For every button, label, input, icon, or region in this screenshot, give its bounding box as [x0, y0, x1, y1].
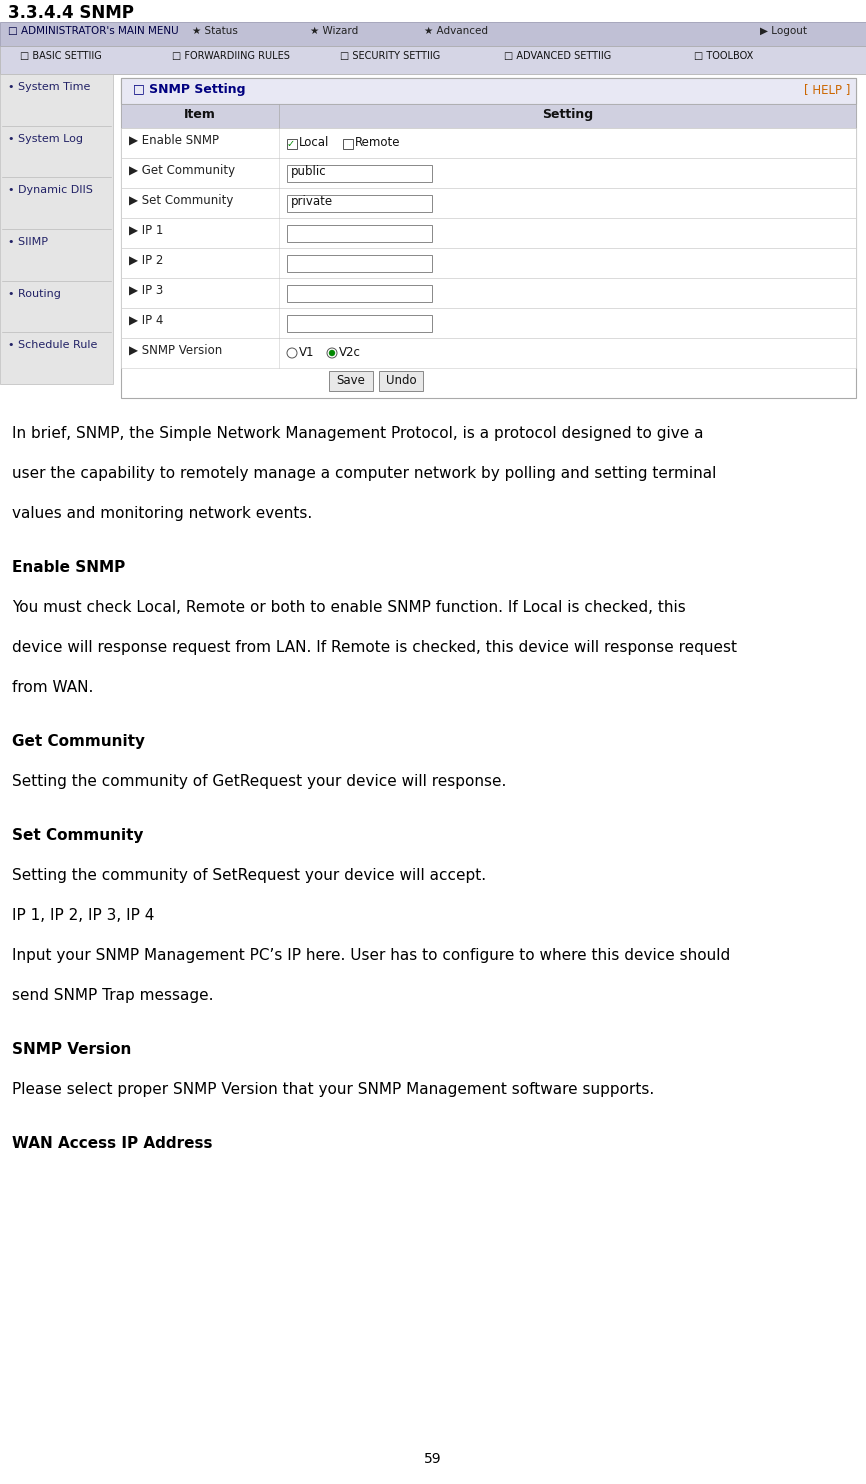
Text: V1: V1 [299, 346, 314, 359]
Text: user the capability to remotely manage a computer network by polling and setting: user the capability to remotely manage a… [12, 466, 716, 481]
Text: ▶ IP 3: ▶ IP 3 [129, 283, 164, 297]
Bar [121, 218, 856, 248]
Text: WAN Access IP Address: WAN Access IP Address [12, 1135, 212, 1152]
Text: SNMP Version: SNMP Version [12, 1042, 132, 1057]
Text: ▶ IP 1: ▶ IP 1 [129, 224, 164, 237]
Bar [287, 254, 432, 272]
Bar [121, 338, 856, 368]
Bar [287, 165, 432, 181]
Text: Input your SNMP Management PC’s IP here. User has to configure to where this dev: Input your SNMP Management PC’s IP here.… [12, 948, 730, 963]
Text: □ SECURITY SETTIIG: □ SECURITY SETTIIG [340, 50, 440, 61]
Text: Enable SNMP: Enable SNMP [12, 559, 126, 574]
Text: [ HELP ]: [ HELP ] [804, 83, 850, 96]
Text: private: private [291, 196, 333, 208]
Text: public: public [291, 166, 326, 178]
Text: ▶ Get Community: ▶ Get Community [129, 165, 236, 177]
Text: IP 1, IP 2, IP 3, IP 4: IP 1, IP 2, IP 3, IP 4 [12, 908, 154, 923]
Text: Setting: Setting [542, 108, 593, 122]
Text: Get Community: Get Community [12, 735, 145, 749]
Text: ★ Status: ★ Status [192, 27, 238, 36]
Text: □ FORWARDIING RULES: □ FORWARDIING RULES [172, 50, 290, 61]
Bar [121, 278, 856, 309]
Bar [0, 46, 866, 74]
Bar [287, 139, 297, 148]
Text: In brief, SNMP, the Simple Network Management Protocol, is a protocol designed t: In brief, SNMP, the Simple Network Manag… [12, 426, 703, 441]
Bar [287, 224, 432, 242]
Text: ▶ Enable SNMP: ▶ Enable SNMP [129, 134, 219, 147]
Text: Setting the community of GetRequest your device will response.: Setting the community of GetRequest your… [12, 775, 507, 789]
Text: ▶ Logout: ▶ Logout [760, 27, 807, 36]
Bar [343, 139, 353, 148]
Bar [287, 285, 432, 301]
Text: ✓: ✓ [287, 139, 295, 148]
Text: Undo: Undo [385, 374, 417, 387]
Text: You must check Local, Remote or both to enable SNMP function. If Local is checke: You must check Local, Remote or both to … [12, 600, 686, 614]
Text: 3.3.4.4 SNMP: 3.3.4.4 SNMP [8, 4, 134, 22]
Text: • Dynamic DIIS: • Dynamic DIIS [8, 186, 93, 196]
Bar [121, 79, 856, 398]
Text: Local: Local [299, 135, 329, 148]
Text: ★ Wizard: ★ Wizard [310, 27, 359, 36]
Bar [329, 371, 373, 390]
Bar [0, 74, 113, 384]
Circle shape [287, 349, 297, 358]
Bar [121, 248, 856, 278]
Bar [121, 157, 856, 188]
Text: □ TOOLBOX: □ TOOLBOX [694, 50, 753, 61]
Bar [0, 22, 866, 46]
Bar [121, 309, 856, 338]
Text: □ BASIC SETTIIG: □ BASIC SETTIIG [20, 50, 101, 61]
Bar [287, 194, 432, 212]
Text: □ SNMP Setting: □ SNMP Setting [133, 83, 245, 96]
Bar [287, 315, 432, 331]
Text: ▶ IP 4: ▶ IP 4 [129, 315, 164, 326]
Text: □ ADVANCED SETTIIG: □ ADVANCED SETTIIG [504, 50, 611, 61]
Text: values and monitoring network events.: values and monitoring network events. [12, 506, 313, 521]
Text: from WAN.: from WAN. [12, 680, 94, 695]
Text: Please select proper SNMP Version that your SNMP Management software supports.: Please select proper SNMP Version that y… [12, 1082, 654, 1097]
Text: • Routing: • Routing [8, 289, 61, 298]
Bar [121, 79, 856, 104]
Text: • Schedule Rule: • Schedule Rule [8, 340, 97, 350]
Text: • System Log: • System Log [8, 134, 83, 144]
Text: Item: Item [184, 108, 216, 122]
Text: V2c: V2c [339, 346, 361, 359]
Text: ▶ SNMP Version: ▶ SNMP Version [129, 344, 223, 358]
Circle shape [329, 350, 335, 356]
Text: 59: 59 [424, 1451, 442, 1466]
Bar [121, 188, 856, 218]
Text: ▶ Set Community: ▶ Set Community [129, 194, 233, 206]
Bar [121, 128, 856, 157]
Text: ▶ IP 2: ▶ IP 2 [129, 254, 164, 267]
Text: Save: Save [337, 374, 365, 387]
Text: • System Time: • System Time [8, 82, 90, 92]
Text: Remote: Remote [355, 135, 400, 148]
Circle shape [327, 349, 337, 358]
Text: Set Community: Set Community [12, 828, 144, 843]
Text: send SNMP Trap message.: send SNMP Trap message. [12, 988, 214, 1003]
Text: ★ Advanced: ★ Advanced [424, 27, 488, 36]
Bar [379, 371, 423, 390]
Text: Setting the community of SetRequest your device will accept.: Setting the community of SetRequest your… [12, 868, 486, 883]
Text: • SIIMP: • SIIMP [8, 237, 48, 246]
Bar [121, 104, 856, 128]
Text: device will response request from LAN. If Remote is checked, this device will re: device will response request from LAN. I… [12, 640, 737, 654]
Text: □ ADMINISTRATOR's MAIN MENU: □ ADMINISTRATOR's MAIN MENU [8, 27, 178, 36]
